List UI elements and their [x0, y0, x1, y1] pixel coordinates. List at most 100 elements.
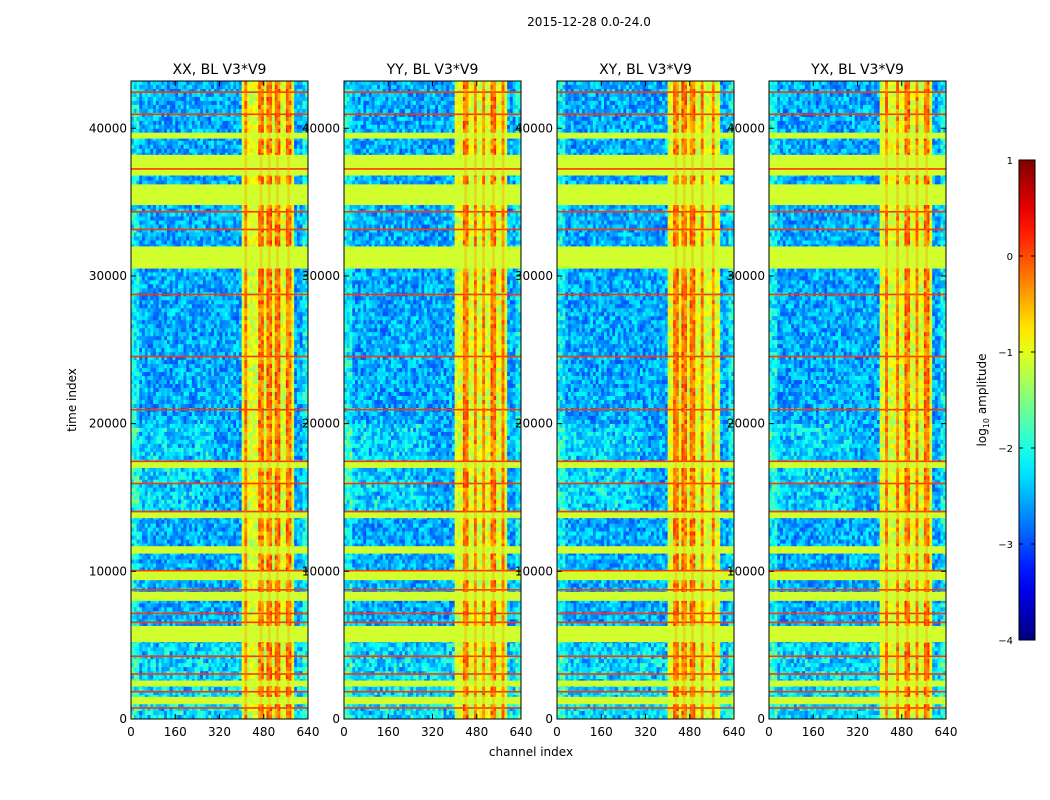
heatmap-cell — [144, 84, 148, 90]
heatmap-cell — [169, 280, 173, 285]
heatmap-cell — [247, 204, 251, 209]
heatmap-cell — [249, 180, 254, 186]
heatmap-cell — [260, 296, 265, 301]
heatmap-cell — [244, 144, 248, 150]
heatmap-cell — [274, 316, 278, 321]
heatmap-cell — [213, 176, 218, 182]
heatmap-cell — [233, 128, 237, 134]
heatmap-cell — [294, 268, 298, 273]
heatmap-cell — [153, 180, 157, 186]
heatmap-cell — [169, 332, 173, 337]
heatmap-cell — [202, 88, 207, 94]
heatmap-cell — [294, 316, 298, 321]
heatmap-cell — [225, 100, 229, 106]
heatmap-cell — [305, 176, 308, 182]
heatmap-cell — [238, 296, 243, 301]
heatmap-cell — [183, 81, 187, 86]
heatmap-cell — [186, 360, 190, 365]
heatmap-cell — [133, 268, 137, 273]
heatmap-cell — [296, 224, 301, 229]
heatmap-cell — [222, 288, 226, 293]
heatmap-cell — [305, 356, 308, 361]
heatmap-cell — [258, 220, 262, 225]
heatmap-cell — [285, 84, 290, 90]
heatmap-cell — [244, 180, 248, 186]
heatmap-cell — [274, 280, 278, 285]
heatmap-cell — [189, 280, 193, 285]
heatmap-cell — [144, 280, 148, 285]
heatmap-cell — [285, 104, 290, 110]
heatmap-cell — [211, 320, 215, 325]
heatmap-cell — [155, 384, 160, 389]
heatmap-cell — [247, 376, 251, 381]
heatmap-cell — [191, 336, 196, 341]
heatmap-cell — [305, 276, 308, 281]
heatmap-cell — [241, 92, 245, 98]
heatmap-cell — [166, 388, 171, 393]
heatmap-cell — [305, 208, 308, 213]
heatmap-cell — [153, 112, 157, 118]
heatmap-cell — [238, 128, 243, 134]
heatmap-cell — [274, 352, 278, 357]
heatmap-cell — [255, 372, 259, 377]
heatmap-cell — [269, 376, 273, 381]
heatmap-cell — [189, 124, 193, 130]
heatmap-cell — [211, 228, 215, 233]
heatmap-cell — [158, 204, 162, 209]
heatmap-cell — [175, 204, 179, 209]
heatmap-cell — [194, 180, 198, 186]
heatmap-cell — [172, 148, 176, 154]
heatmap-cell — [144, 364, 148, 369]
heatmap-cell — [205, 384, 209, 389]
heatmap-cell — [222, 280, 226, 285]
heatmap-cell — [133, 224, 137, 229]
heatmap-cell — [227, 236, 231, 241]
heatmap-cell — [136, 344, 140, 349]
heatmap-cell — [230, 148, 234, 154]
heatmap-cell — [299, 296, 303, 301]
heatmap-cell — [233, 368, 237, 373]
heatmap-cell — [216, 176, 220, 182]
heatmap-cell — [216, 384, 220, 389]
heatmap-cell — [178, 108, 182, 114]
heatmap-cell — [233, 336, 237, 341]
heatmap-cell — [158, 312, 162, 317]
heatmap-cell — [247, 81, 251, 86]
heatmap-cell — [263, 384, 267, 389]
heatmap-cell — [158, 104, 162, 110]
heatmap-cell — [136, 340, 140, 345]
heatmap-cell — [164, 136, 168, 142]
heatmap-cell — [186, 344, 190, 349]
heatmap-cell — [283, 148, 287, 154]
heatmap-cell — [225, 328, 229, 333]
heatmap-cell — [288, 388, 292, 393]
heatmap-cell — [269, 208, 273, 213]
heatmap-cell — [225, 204, 229, 209]
heatmap-cell — [172, 112, 176, 118]
heatmap-cell — [258, 88, 262, 94]
heatmap-cell — [208, 300, 212, 305]
heatmap-cell — [288, 328, 292, 333]
heatmap-cell — [230, 284, 234, 289]
heatmap-cell — [302, 136, 306, 142]
heatmap-cell — [269, 332, 273, 337]
heatmap-cell — [189, 288, 193, 293]
heatmap-cell — [205, 388, 209, 393]
heatmap-cell — [202, 236, 207, 241]
heatmap-cell — [175, 100, 179, 106]
heatmap-cell — [222, 268, 226, 273]
heatmap-cell — [216, 328, 220, 333]
heatmap-cell — [178, 240, 182, 245]
heatmap-cell — [291, 352, 295, 357]
heatmap-cell — [133, 92, 137, 98]
heatmap-cell — [255, 272, 259, 277]
heatmap-cell — [180, 81, 184, 86]
heatmap-cell — [277, 180, 281, 186]
heatmap-cell — [180, 136, 184, 142]
heatmap-cell — [216, 224, 220, 229]
heatmap-cell — [164, 180, 168, 186]
heatmap-cell — [266, 328, 270, 333]
heatmap-cell — [227, 176, 231, 182]
heatmap-cell — [280, 232, 284, 237]
heatmap-cell — [161, 276, 165, 281]
